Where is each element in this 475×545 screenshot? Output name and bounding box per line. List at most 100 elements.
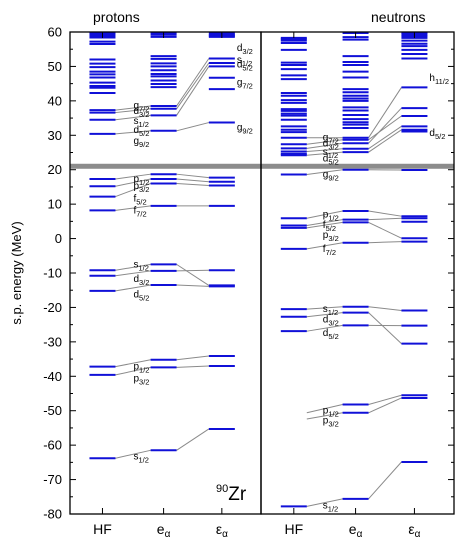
orbital-j: 5/2 — [139, 129, 149, 138]
orbital-letter: p — [133, 181, 139, 192]
orbital-j: 7/2 — [242, 82, 252, 91]
level-connector — [306, 242, 343, 250]
x-tick-subscript: α — [165, 529, 171, 540]
level-connector — [176, 355, 209, 361]
orbital-j: 3/2 — [328, 143, 338, 152]
orbital-label: d5/2 — [133, 289, 149, 302]
level-connector — [368, 125, 402, 150]
orbital-letter: f — [323, 244, 326, 255]
orbital-label: f7/2 — [323, 244, 336, 257]
level-connector — [306, 148, 343, 152]
y-tick-label: -50 — [43, 403, 62, 418]
y-tick-label: 0 — [55, 231, 62, 246]
orbital-label: g9/2 — [133, 136, 149, 149]
orbital-label: d3/2 — [323, 139, 339, 152]
orbital-j: 7/2 — [139, 105, 149, 114]
level-connector — [306, 142, 343, 149]
level-connector — [306, 404, 343, 414]
orbital-j: 1/2 — [138, 263, 148, 272]
orbital-j: 3/2 — [328, 419, 338, 428]
orbital-j: 1/2 — [138, 456, 148, 465]
orbital-j: 3/2 — [328, 234, 338, 243]
level-connector — [115, 270, 151, 277]
orbital-j: 3/2 — [139, 278, 149, 287]
orbital-letter: h — [429, 73, 435, 84]
orbital-j: 1/2 — [328, 504, 338, 513]
orbital-j: 5/2 — [326, 224, 336, 233]
orbital-letter: g — [323, 132, 329, 143]
orbital-j: 1/2 — [139, 366, 149, 375]
orbital-label: p1/2 — [323, 209, 339, 222]
level-connector — [306, 306, 343, 310]
level-connector — [115, 205, 151, 211]
level-connector — [176, 58, 210, 107]
orbital-label: d5/2 — [429, 128, 445, 141]
level-connector — [115, 284, 151, 292]
level-connector — [115, 130, 151, 135]
orbital-j: 7/2 — [326, 248, 336, 257]
level-connector — [306, 210, 343, 219]
y-tick-label: 30 — [48, 128, 62, 143]
level-connector — [115, 366, 151, 376]
orbital-label: p1/2 — [133, 174, 149, 187]
orbital-label: d3/2 — [323, 314, 339, 327]
orbital-label: f7/2 — [133, 205, 146, 218]
orbital-j: 9/2 — [242, 126, 252, 135]
panel-title: protons — [93, 9, 140, 25]
panel-title: neutrons — [371, 9, 425, 25]
orbital-j: 5/2 — [139, 293, 149, 302]
orbital-label: d3/2 — [133, 106, 149, 119]
orbital-label: p3/2 — [323, 230, 339, 243]
orbital-label: s1/2 — [323, 147, 338, 160]
level-connector — [306, 151, 343, 156]
orbital-letter: p — [133, 373, 139, 384]
orbital-letter: d — [237, 43, 243, 54]
orbital-letter: s — [323, 147, 328, 158]
orbital-j: 3/2 — [242, 47, 252, 56]
orbital-label: d5/2 — [323, 328, 339, 341]
orbital-letter: d — [133, 274, 139, 285]
orbital-j: 3/2 — [139, 185, 149, 194]
level-connector — [176, 66, 210, 116]
level-connector — [115, 114, 151, 121]
x-tick-main: ε — [216, 521, 222, 537]
orbital-label: s1/2 — [133, 259, 148, 272]
orbital-letter: p — [323, 230, 329, 241]
chart-marks: p1/2p3/2f5/2f7/2s1/2d3/2d5/2p1/2p3/2s1/2… — [43, 9, 455, 540]
orbital-j: 3/2 — [139, 110, 149, 119]
level-connector — [368, 210, 402, 217]
level-connector — [306, 219, 343, 226]
x-tick-label: eα — [157, 521, 171, 540]
level-connector — [368, 394, 402, 405]
nucleus-symbol: Zr — [228, 484, 247, 505]
orbital-letter: d — [323, 328, 329, 339]
orbital-label: d3/2 — [133, 274, 149, 287]
level-connector — [306, 324, 343, 332]
x-tick-main: HF — [284, 521, 303, 537]
x-tick-label: eα — [349, 521, 363, 540]
level-connector — [176, 428, 210, 451]
orbital-letter: f — [133, 205, 136, 216]
orbital-j: 1/2 — [328, 308, 338, 317]
level-connector — [176, 173, 209, 179]
orbital-letter: g — [323, 170, 329, 181]
x-tick-main: e — [349, 521, 357, 537]
orbital-j: 5/2 — [328, 332, 338, 341]
orbital-label: s1/2 — [323, 500, 338, 513]
level-connector — [306, 498, 343, 507]
orbital-label: g9/2 — [237, 122, 253, 135]
orbital-letter: s — [323, 304, 328, 315]
level-connector — [176, 182, 209, 187]
y-axis-label: s.p. energy (MeV) — [9, 221, 24, 324]
orbital-letter: d — [237, 60, 243, 71]
orbital-letter: d — [323, 154, 329, 165]
level-connector — [368, 397, 402, 414]
level-connector — [306, 221, 343, 229]
y-tick-label: 10 — [48, 197, 62, 212]
orbital-label: d5/2 — [133, 125, 149, 138]
orbital-letter: g — [133, 136, 139, 147]
orbital-j: 1/2 — [139, 178, 149, 187]
orbital-letter: s — [133, 259, 138, 270]
level-connector — [115, 173, 151, 180]
x-tick-label: εα — [216, 521, 228, 540]
